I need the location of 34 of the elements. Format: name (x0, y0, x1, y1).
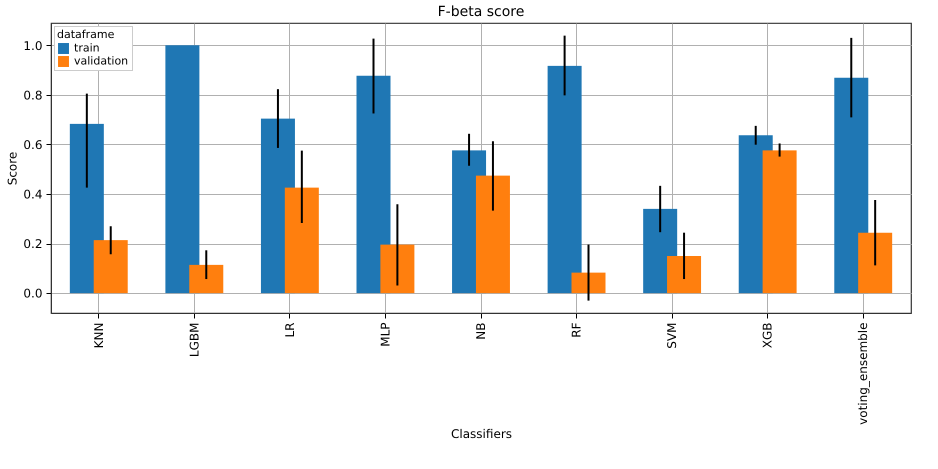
y-tick-label: 1.0 (23, 38, 42, 53)
bar (667, 256, 702, 294)
y-tick-label: 0.6 (23, 138, 42, 152)
x-tick-label: LGBM (187, 322, 202, 358)
x-tick-label: NB (474, 322, 488, 340)
y-tick-label: 0.4 (23, 188, 42, 202)
legend-label: train (74, 42, 100, 54)
bar (189, 264, 224, 294)
legend-title: dataframe (57, 28, 115, 41)
legend-label: validation (74, 54, 128, 68)
x-tick-label: RF (570, 322, 584, 338)
bar (548, 66, 582, 294)
x-tick-label: MLP (378, 322, 392, 347)
bar (380, 244, 414, 294)
bar (356, 76, 390, 294)
bar (858, 232, 892, 294)
x-tick-label: XGB (760, 322, 775, 348)
y-axis-title: Score (5, 152, 20, 186)
bar (476, 176, 510, 294)
chart-title: F-beta score (438, 4, 524, 20)
x-tick-label: voting_ensemble (856, 322, 870, 425)
bar (572, 272, 606, 294)
bar (165, 45, 200, 294)
bar (762, 150, 797, 294)
x-axis-title: Classifiers (450, 426, 512, 441)
bar (94, 240, 128, 294)
x-tick-label: SVM (665, 322, 680, 349)
x-tick-label: KNN (92, 322, 106, 348)
y-tick-label: 0.2 (23, 237, 42, 252)
y-tick-label: 0.0 (23, 286, 42, 301)
x-tick-label: LR (282, 322, 297, 338)
bar (834, 78, 868, 294)
bar (284, 188, 319, 294)
y-tick-label: 0.8 (23, 88, 42, 102)
